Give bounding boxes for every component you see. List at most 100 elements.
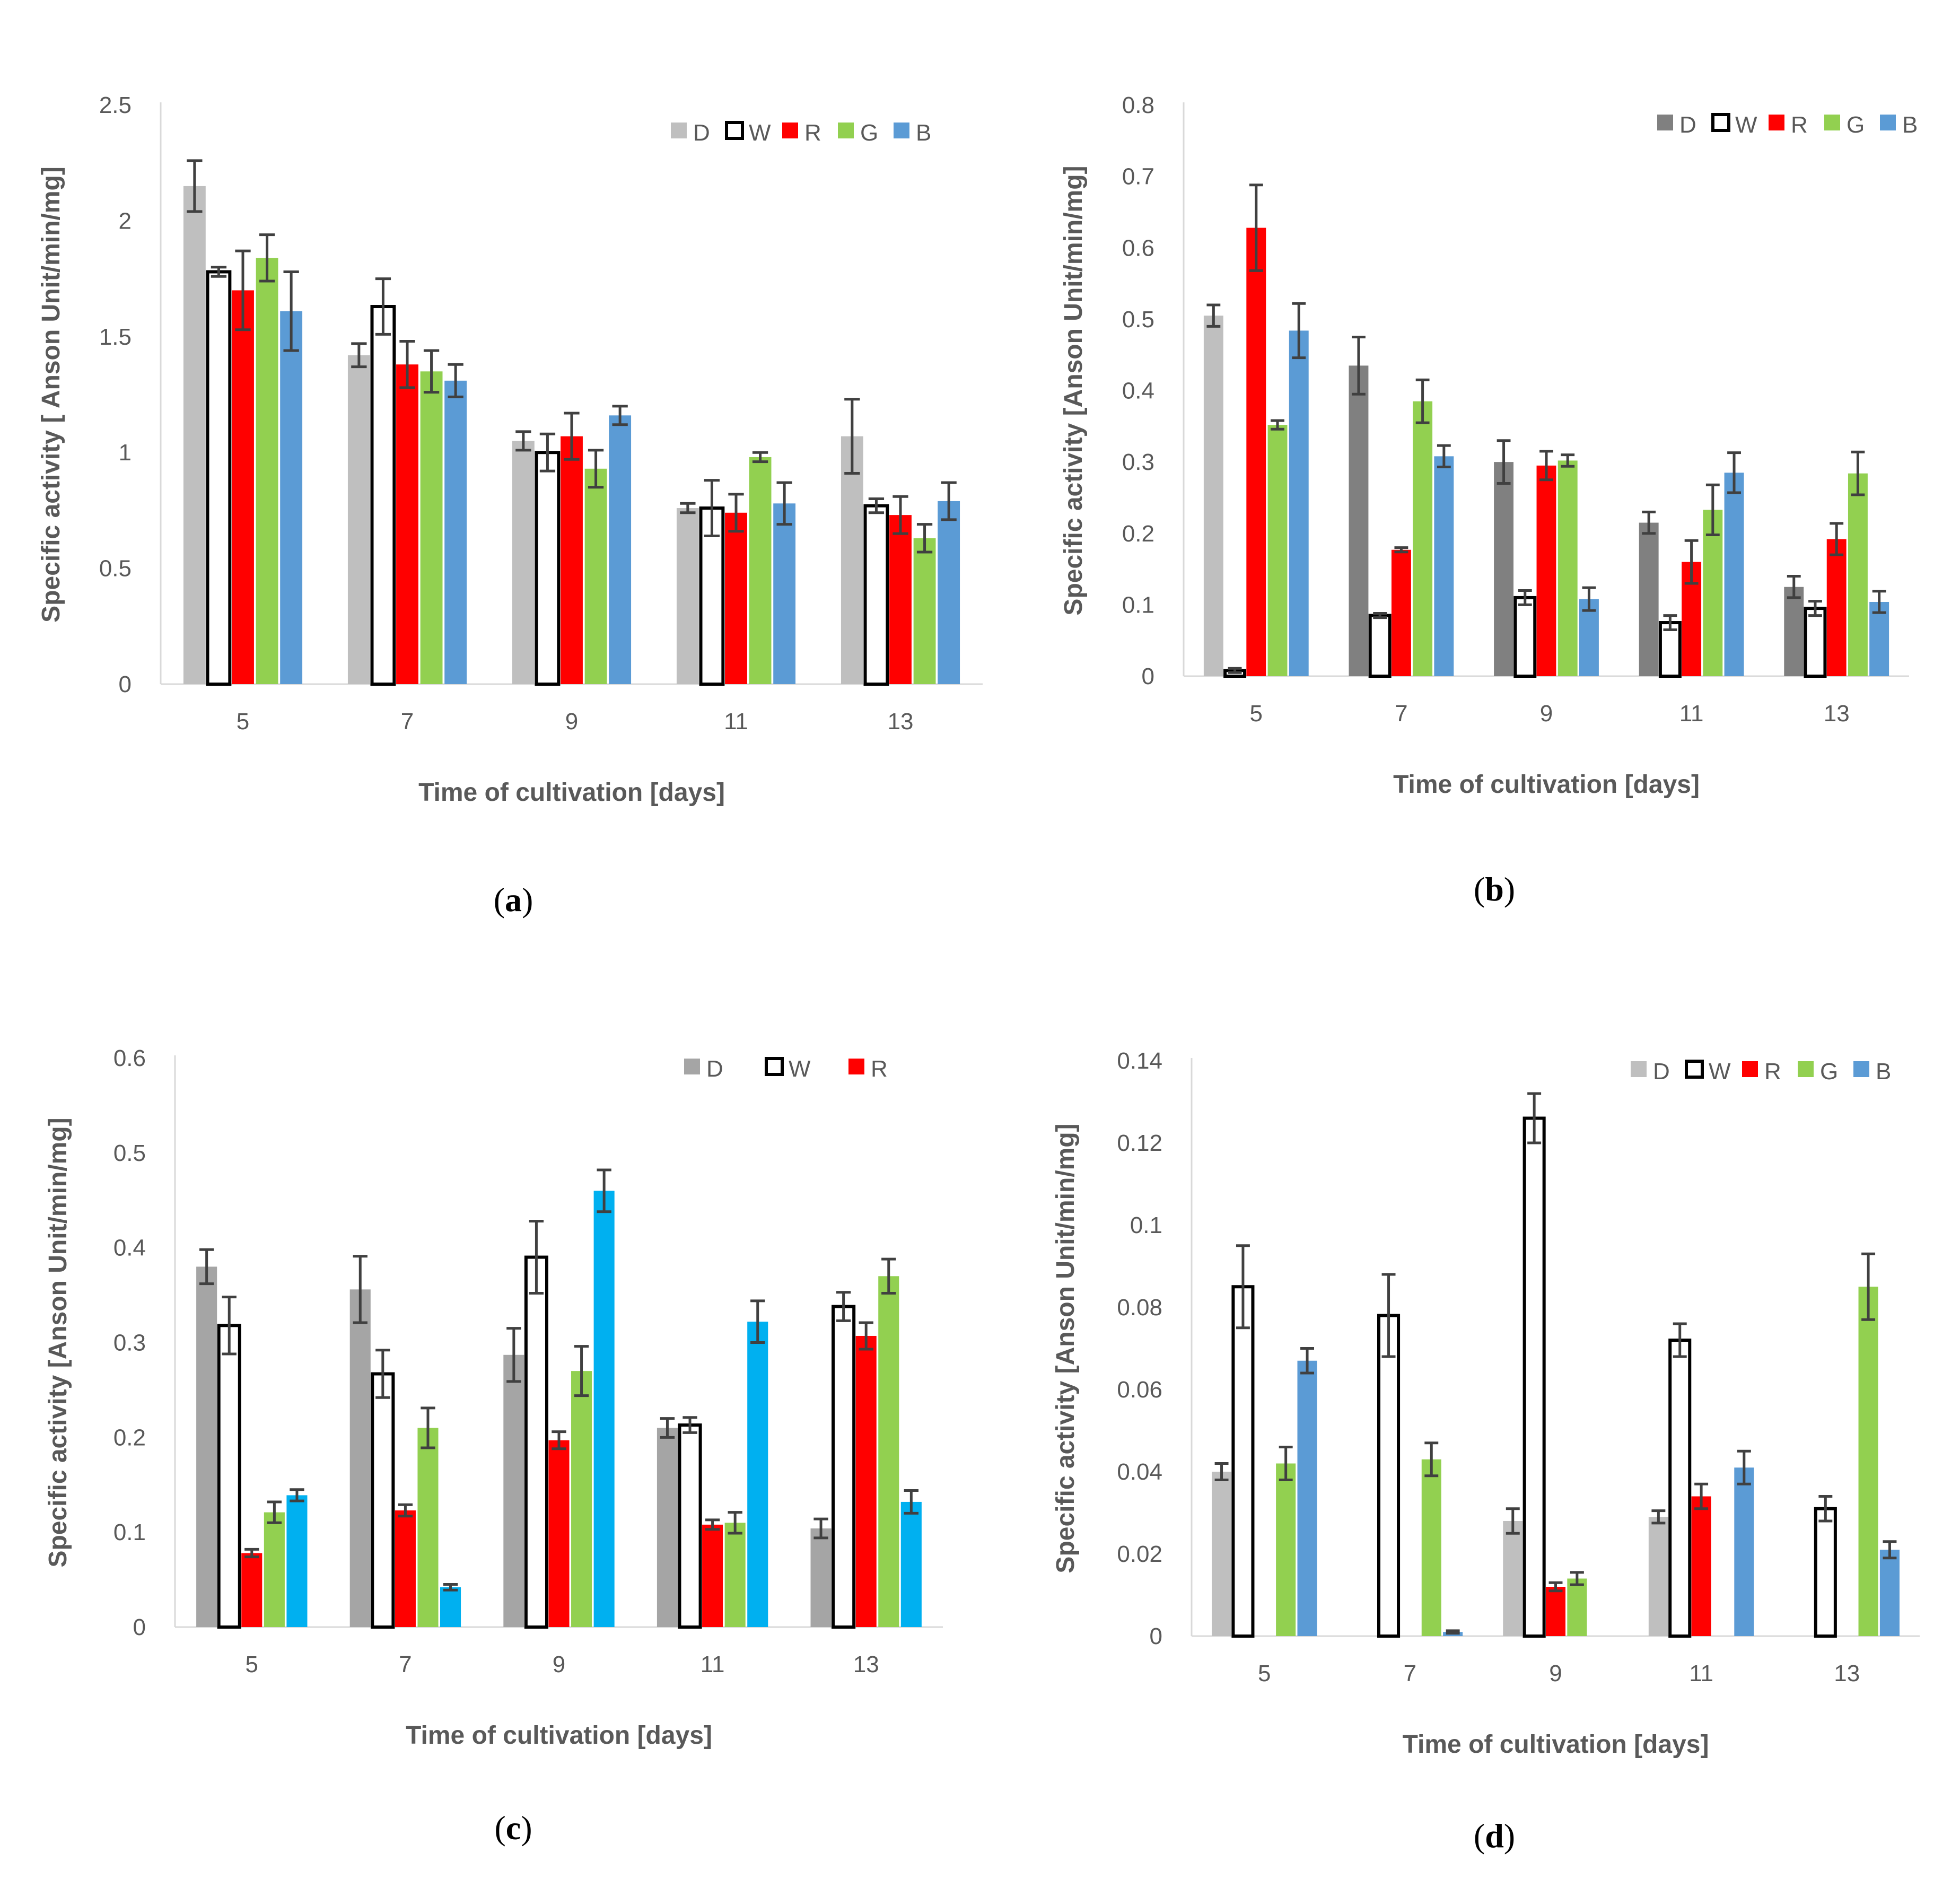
bar-R-13: [1826, 539, 1847, 676]
chart-panel-c: 0 0.1 0.2 0.3 0.4 0.5 0.6 5 7 9 11 13 Time of cultiv…: [44, 1045, 943, 1750]
bar-G-11: [749, 457, 772, 684]
x-tick-label: 9: [1540, 701, 1553, 727]
bar-R-5: [1246, 228, 1266, 676]
bar-W-13: [832, 1305, 856, 1629]
y-axis-title: Specific activity [Anson Unit/min/mg]: [44, 1117, 72, 1567]
y-tick-label: 1.5: [99, 324, 132, 350]
bar-B-5: [280, 311, 303, 684]
legend-label-B: B: [1902, 112, 1918, 138]
bar-D-7: [349, 1289, 371, 1627]
y-axis-title: Specific activity [Anson Unit/min/mg]: [1060, 165, 1088, 615]
legend-label-W: W: [1735, 112, 1757, 138]
bar-D-9: [512, 441, 535, 684]
bar-G-7: [420, 371, 443, 684]
bar-B-5: [1289, 330, 1309, 676]
bar-R-7: [396, 364, 418, 684]
legend-label-D: D: [1679, 112, 1696, 138]
legend-label-W: W: [789, 1056, 811, 1082]
bar-W-13: [1814, 1507, 1837, 1638]
legend-label-W: W: [1709, 1059, 1731, 1085]
bar-W-9: [524, 1255, 548, 1629]
legend-label-G: G: [1820, 1059, 1838, 1085]
bar-B-11: [747, 1322, 768, 1627]
legend-label-G: G: [1847, 112, 1865, 138]
legend-label-B: B: [1876, 1059, 1891, 1085]
bar-D-9: [1503, 1521, 1523, 1636]
bar-R-13: [889, 515, 912, 684]
bar-G-7: [1421, 1459, 1441, 1636]
bar-G-9: [1567, 1578, 1587, 1636]
bar-W-7: [1377, 1314, 1401, 1638]
y-tick-label: 0.4: [113, 1235, 146, 1261]
x-tick-label: 5: [1250, 701, 1263, 727]
x-tick-label: 11: [701, 1651, 725, 1677]
y-tick-label: 0.4: [1122, 378, 1154, 404]
panel-label-c: (c): [494, 1809, 532, 1847]
legend-swatch-G: [1824, 115, 1840, 130]
bar-W-9: [1513, 596, 1537, 678]
legend-swatch-D: [671, 123, 687, 138]
bar-W-13: [863, 504, 889, 686]
chart-panel-a: 0 0.5 1 1.5 2 2.5 5 7 9 11 13 Time of cultivation […: [37, 92, 983, 807]
x-axis-title: Time of cultivation [days]: [1403, 1730, 1709, 1759]
bar-D-13: [841, 436, 863, 684]
legend-label-W: W: [749, 120, 771, 146]
y-tick-label: 2.5: [99, 92, 132, 118]
legend-label-D: D: [706, 1056, 723, 1082]
bar-R-13: [855, 1335, 877, 1627]
panel-label-d: (d): [1473, 1817, 1516, 1855]
bar-B-11: [1724, 473, 1744, 676]
bar-B-13: [1869, 601, 1889, 676]
legend-swatch-G: [1798, 1061, 1814, 1077]
bar-D-13: [810, 1528, 832, 1627]
y-tick-label: 0.02: [1117, 1541, 1162, 1567]
x-tick-label: 9: [553, 1651, 565, 1677]
bar-G-11: [1703, 510, 1723, 676]
bar-G-11: [724, 1523, 746, 1627]
legend-swatch-R: [848, 1059, 864, 1074]
y-tick-label: 0.1: [1130, 1212, 1162, 1238]
y-axis-title: Specific activity [ Anson Unit/min/mg]: [37, 167, 65, 623]
legend-swatch-R: [782, 123, 798, 138]
chart-panel-d: 0 0.02 0.04 0.06 0.08 0.1 0.12 0.14 5 7 9 11 13 Time …: [1052, 1048, 1920, 1759]
x-tick-label: 11: [724, 709, 748, 735]
bar-B-7: [440, 1587, 461, 1627]
bar-B-11: [773, 503, 796, 684]
y-tick-label: 0.1: [1122, 592, 1154, 618]
panel-label-a: (a): [493, 881, 533, 919]
bar-G-9: [571, 1371, 592, 1627]
x-tick-label: 7: [1395, 701, 1407, 727]
bar-D-5: [1212, 1472, 1232, 1636]
y-tick-label: 0.5: [113, 1140, 146, 1166]
x-tick-label: 9: [1549, 1660, 1562, 1686]
x-axis-title: Time of cultivation [days]: [406, 1721, 712, 1750]
bar-G-13: [913, 538, 936, 684]
bar-B-9: [609, 415, 632, 684]
bar-R-5: [241, 1553, 262, 1627]
bar-R-9: [1536, 465, 1556, 676]
x-axis-title: Time of cultivation [days]: [418, 779, 725, 807]
bar-R-11: [725, 512, 747, 684]
y-tick-label: 0.04: [1117, 1459, 1162, 1485]
legend-swatch-B: [894, 123, 909, 138]
bar-D-13: [1784, 587, 1804, 676]
bar-B-7: [444, 380, 467, 684]
bar-D-9: [1494, 462, 1514, 676]
x-tick-label: 5: [237, 709, 249, 735]
y-tick-label: 0.5: [1122, 307, 1154, 333]
bar-W-5: [1231, 1285, 1255, 1638]
bar-D-9: [503, 1354, 524, 1627]
bar-R-11: [1691, 1496, 1711, 1636]
x-tick-label: 13: [888, 709, 914, 735]
y-tick-label: 1: [119, 440, 132, 466]
bar-W-7: [1368, 614, 1392, 678]
bar-G-5: [256, 258, 278, 685]
bar-W-11: [678, 1423, 702, 1629]
x-tick-label: 5: [1258, 1660, 1271, 1686]
y-tick-label: 0.7: [1122, 164, 1154, 190]
y-tick-label: 0.3: [113, 1330, 146, 1356]
x-tick-label: 13: [1834, 1660, 1860, 1686]
y-tick-label: 0: [1142, 663, 1154, 689]
legend-label-D: D: [1653, 1059, 1670, 1085]
x-tick-label: 7: [399, 1651, 412, 1677]
